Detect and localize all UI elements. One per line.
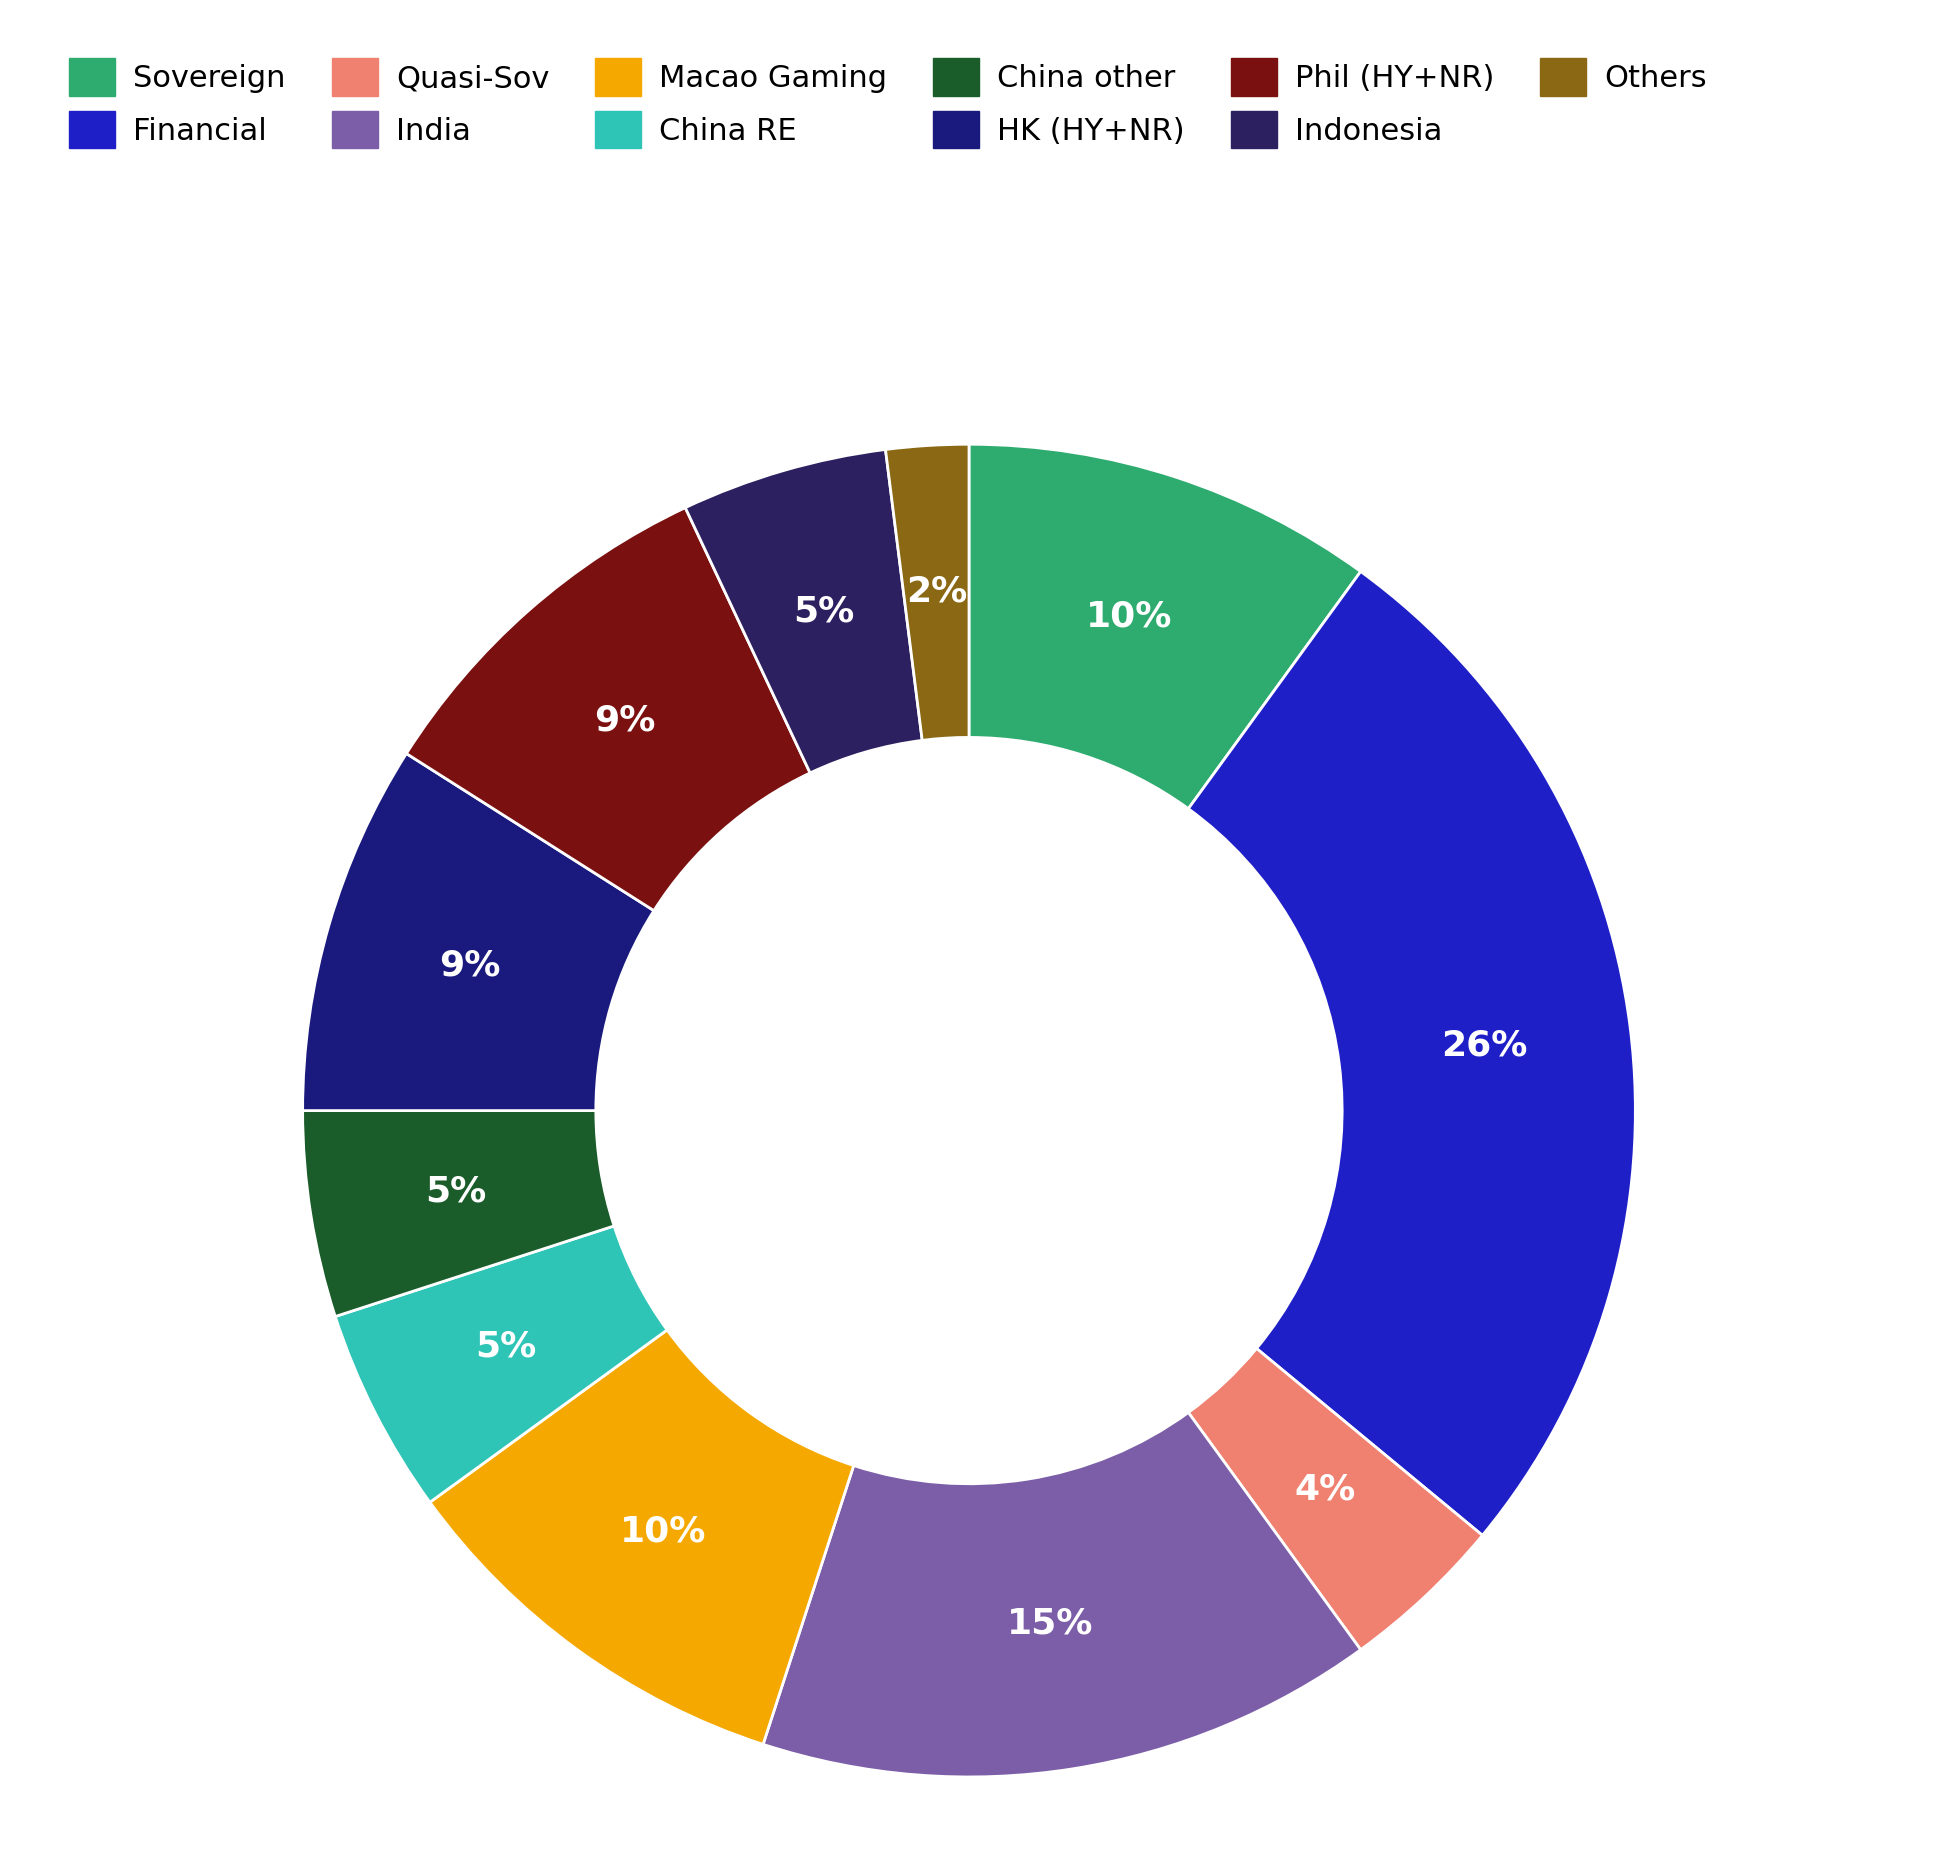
Wedge shape xyxy=(430,1329,853,1744)
Legend: Sovereign, Financial, Quasi-Sov, India, Macao Gaming, China RE, China other, HK : Sovereign, Financial, Quasi-Sov, India, … xyxy=(54,43,1723,163)
Text: 10%: 10% xyxy=(1087,600,1172,633)
Wedge shape xyxy=(764,1412,1360,1777)
Text: 26%: 26% xyxy=(1442,1029,1527,1062)
Text: 2%: 2% xyxy=(905,576,967,609)
Wedge shape xyxy=(302,1111,614,1316)
Text: 15%: 15% xyxy=(1008,1607,1093,1642)
Text: 10%: 10% xyxy=(620,1514,707,1547)
Text: 9%: 9% xyxy=(440,948,500,983)
Text: 5%: 5% xyxy=(793,594,855,629)
Wedge shape xyxy=(886,444,969,740)
Text: 5%: 5% xyxy=(424,1175,486,1209)
Wedge shape xyxy=(1188,1349,1483,1649)
Text: 4%: 4% xyxy=(1295,1473,1355,1507)
Wedge shape xyxy=(686,450,922,774)
Text: 5%: 5% xyxy=(475,1329,537,1364)
Wedge shape xyxy=(335,1225,667,1503)
Wedge shape xyxy=(302,753,653,1111)
Text: 9%: 9% xyxy=(595,703,655,739)
Wedge shape xyxy=(407,507,810,911)
Wedge shape xyxy=(969,444,1360,809)
Wedge shape xyxy=(1188,572,1636,1534)
